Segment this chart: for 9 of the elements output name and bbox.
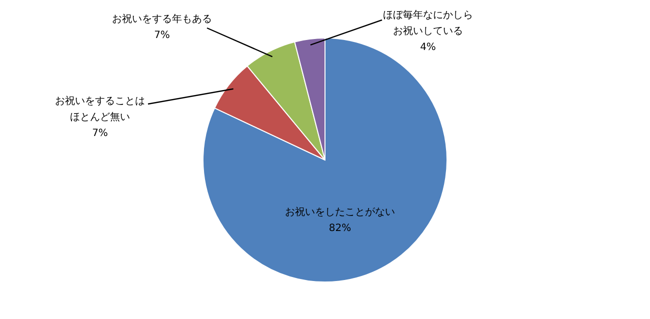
data-label: 7% bbox=[154, 30, 170, 41]
slice-label: お祝いをする年もある bbox=[112, 13, 212, 25]
slice-label: ほぼ毎年なにかしらお祝いしている bbox=[383, 9, 473, 37]
pie-slice bbox=[202, 38, 448, 282]
slice-label: お祝いをしたことがない bbox=[285, 206, 395, 218]
slice-label: お祝いをすることはほとんど無い bbox=[55, 95, 145, 123]
data-label: 82% bbox=[328, 223, 352, 234]
data-label: 4% bbox=[420, 42, 436, 53]
data-label: 7% bbox=[92, 128, 108, 139]
